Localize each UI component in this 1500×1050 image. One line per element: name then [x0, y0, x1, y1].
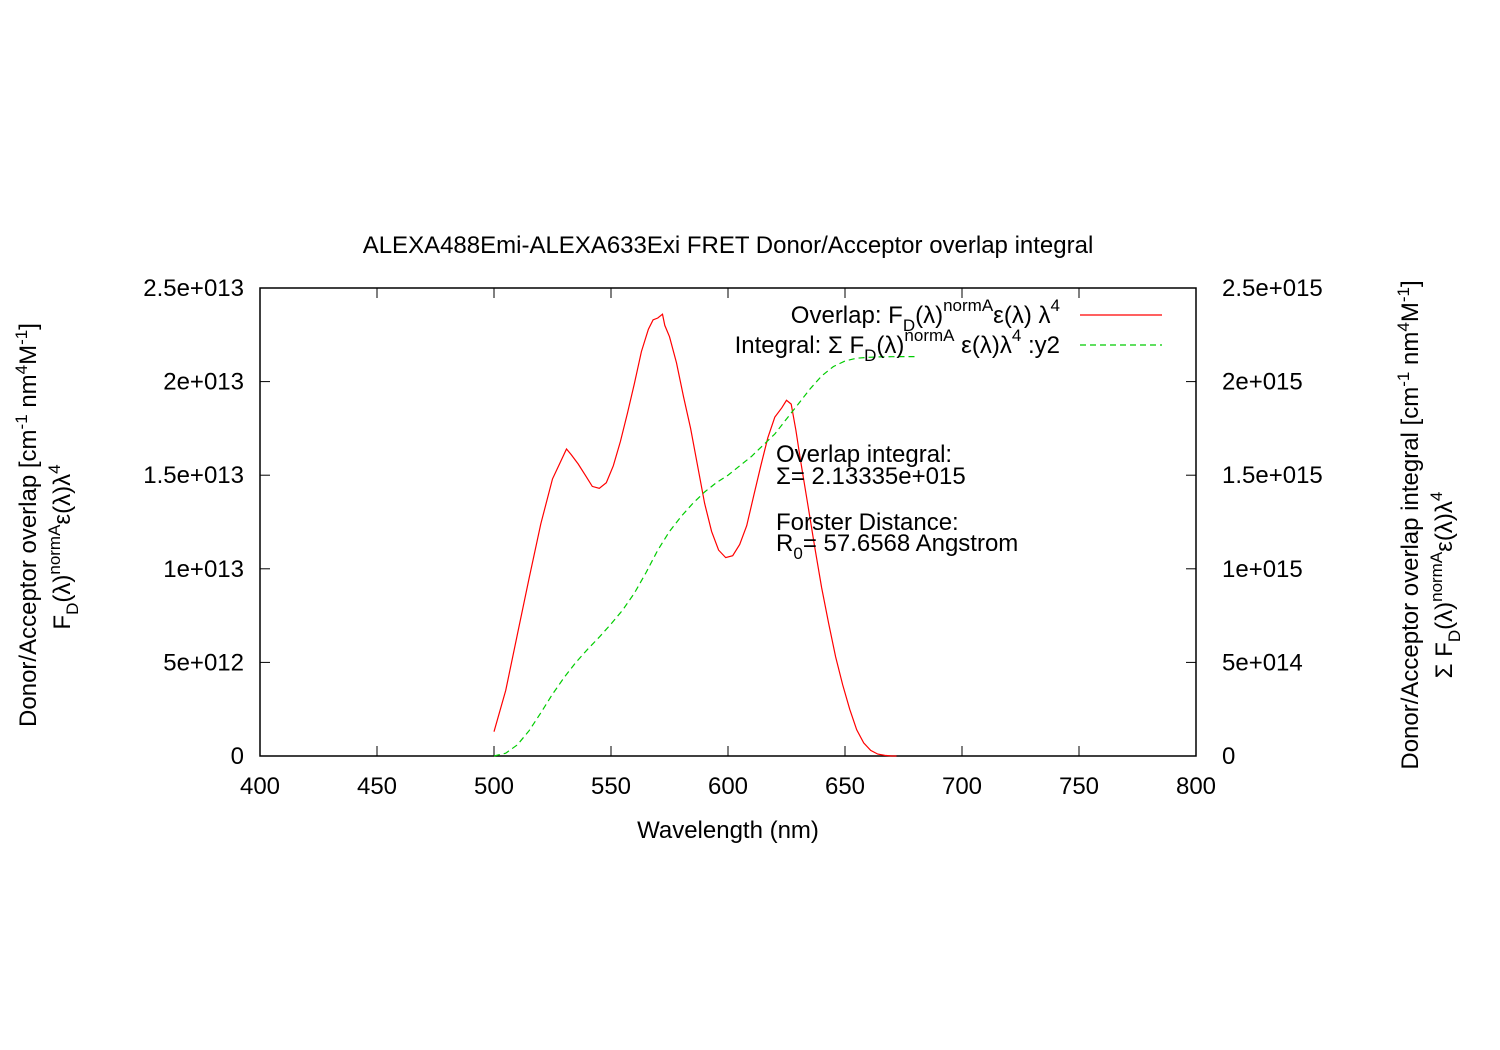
x-tick-label: 700	[942, 773, 982, 800]
forster-distance-value: R0= 57.6568 Angstrom	[776, 530, 1018, 563]
y-left-tick-label: 0	[231, 743, 244, 770]
legend-label-integral: Integral: Σ FD(λ)normA ε(λ)λ4 :y2	[735, 326, 1060, 365]
series-line-integral	[493, 356, 916, 757]
series-group	[493, 313, 916, 757]
y-left-tick-label: 2.5e+013	[143, 275, 244, 302]
legend-label-overlap: Overlap: FD(λ)normAε(λ) λ4	[791, 296, 1060, 335]
x-tick-label: 750	[1059, 773, 1099, 800]
y-right-tick-label: 1e+015	[1222, 556, 1303, 583]
y-right-tick-label: 2e+015	[1222, 369, 1303, 396]
y-left-tick-label: 5e+012	[163, 649, 244, 676]
y-right-axis-label: Donor/Acceptor overlap integral [cm-1 nm…	[1394, 280, 1464, 769]
y-left-tick-label: 2e+013	[163, 369, 244, 396]
y-right-tick-label: 1.5e+015	[1222, 462, 1323, 489]
y-left-axis-ticks: 0 5e+012 1e+013 1.5e+013 2e+013 2.5e+013	[143, 275, 270, 770]
annotations: Overlap integral: Σ= 2.13335e+015 Forste…	[776, 441, 1018, 563]
y-right-label-line2: Σ FD(λ)normAε(λ)λ4	[1427, 492, 1464, 679]
x-tick-label: 600	[708, 773, 748, 800]
y-right-label-line1: Donor/Acceptor overlap integral [cm-1 nm…	[1394, 280, 1424, 769]
x-tick-label: 650	[825, 773, 865, 800]
x-tick-label: 550	[591, 773, 631, 800]
overlap-integral-value: Σ= 2.13335e+015	[776, 463, 966, 490]
y-left-label-line2: FD(λ)normAε(λ)λ4	[45, 464, 82, 629]
x-axis-label: Wavelength (nm)	[637, 817, 819, 844]
chart-title: ALEXA488Emi-ALEXA633Exi FRET Donor/Accep…	[363, 232, 1094, 259]
y-left-tick-label: 1e+013	[163, 556, 244, 583]
y-right-tick-label: 5e+014	[1222, 649, 1303, 676]
x-tick-label: 500	[474, 773, 514, 800]
y-left-axis-label: Donor/Acceptor overlap [cm-1 nm4M-1] FD(…	[12, 323, 82, 727]
y-right-tick-label: 2.5e+015	[1222, 275, 1323, 302]
y-right-axis-ticks: 0 5e+014 1e+015 1.5e+015 2e+015 2.5e+015	[1186, 275, 1323, 770]
y-right-tick-label: 0	[1222, 743, 1235, 770]
y-left-label-line1: Donor/Acceptor overlap [cm-1 nm4M-1]	[12, 323, 42, 727]
overlap-integral-title: Overlap integral:	[776, 441, 952, 468]
x-tick-label: 450	[357, 773, 397, 800]
legend: Overlap: FD(λ)normAε(λ) λ4 Integral: Σ F…	[735, 296, 1162, 365]
series-line-overlap	[493, 313, 897, 757]
x-tick-label: 800	[1176, 773, 1216, 800]
x-tick-label: 400	[240, 773, 280, 800]
y-left-tick-label: 1.5e+013	[143, 462, 244, 489]
forster-distance-title: Forster Distance:	[776, 509, 959, 536]
x-axis-ticks: 400 450 500 550 600 650 700 750 800	[240, 288, 1216, 800]
